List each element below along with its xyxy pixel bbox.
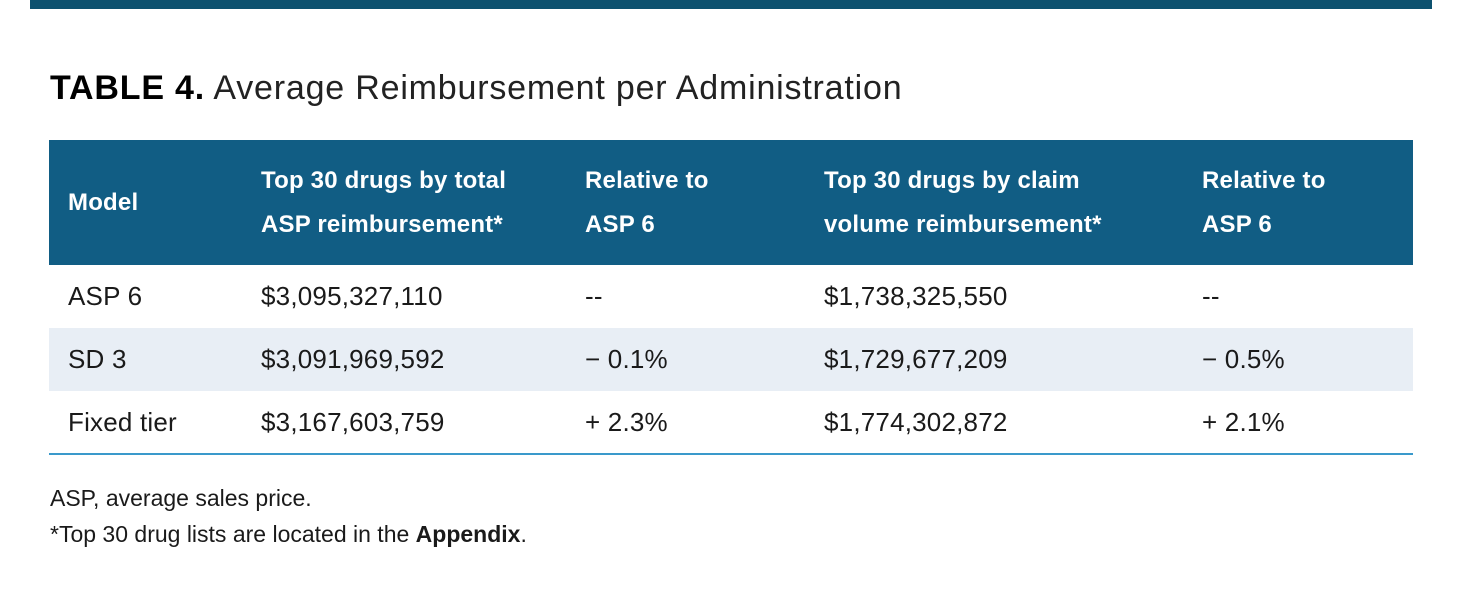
- footnote-asp-definition: ASP, average sales price.: [50, 485, 312, 511]
- footnote-appendix: *Top 30 drug lists are located in the Ap…: [50, 516, 1430, 552]
- column-header-claim-volume: Top 30 drugs by claim volume reimburseme…: [824, 140, 1202, 265]
- footnote-appendix-prefix: *Top 30 drug lists are located in the: [50, 521, 416, 547]
- reimbursement-table: Model Top 30 drugs by total ASP reimburs…: [49, 140, 1413, 455]
- column-header-relative-claim-volume: Relative to ASP 6: [1202, 140, 1413, 265]
- cell-relative-claim-volume: − 0.5%: [1202, 344, 1285, 374]
- footnote-appendix-bold: Appendix: [415, 521, 521, 547]
- cell-relative-claim-volume: + 2.1%: [1202, 406, 1285, 437]
- column-header-relative-asp-total: Relative to ASP 6: [585, 140, 824, 265]
- cell-relative-asp-total: --: [585, 281, 603, 311]
- cell-claim-volume: $1,774,302,872: [824, 406, 1008, 437]
- header-row: Model Top 30 drugs by total ASP reimburs…: [49, 140, 1413, 265]
- cell-model: Fixed tier: [68, 406, 177, 437]
- table-row-asp6: ASP 6 $3,095,327,110 -- $1,738,325,550 -…: [49, 265, 1413, 328]
- reimbursement-table-container: Model Top 30 drugs by total ASP reimburs…: [49, 140, 1413, 455]
- footnote-appendix-suffix: .: [520, 521, 527, 547]
- page-title: TABLE 4. Average Reimbursement per Admin…: [50, 68, 1430, 109]
- cell-relative-claim-volume: --: [1202, 281, 1220, 311]
- footnotes: ASP, average sales price. *Top 30 drug l…: [50, 480, 1430, 552]
- table-row-sd3: SD 3 $3,091,969,592 − 0.1% $1,729,677,20…: [49, 328, 1413, 391]
- table-title-text: Average Reimbursement per Administration: [205, 69, 903, 107]
- cell-claim-volume: $1,738,325,550: [824, 281, 1008, 311]
- cell-claim-volume: $1,729,677,209: [824, 344, 1008, 374]
- table-row-fixed-tier: Fixed tier $3,167,603,759 + 2.3% $1,774,…: [49, 391, 1413, 454]
- cell-asp-total: $3,167,603,759: [261, 406, 445, 437]
- column-header-model: Model: [49, 140, 261, 265]
- cell-model: SD 3: [68, 344, 127, 374]
- cell-asp-total: $3,091,969,592: [261, 344, 445, 374]
- cell-relative-asp-total: + 2.3%: [585, 406, 668, 437]
- cell-relative-asp-total: − 0.1%: [585, 344, 668, 374]
- top-accent-bar: [30, 0, 1432, 9]
- column-header-asp-total: Top 30 drugs by total ASP reimbursement*: [261, 140, 585, 265]
- table-number-label: TABLE 4.: [50, 69, 206, 107]
- cell-model: ASP 6: [68, 281, 143, 311]
- cell-asp-total: $3,095,327,110: [261, 281, 443, 311]
